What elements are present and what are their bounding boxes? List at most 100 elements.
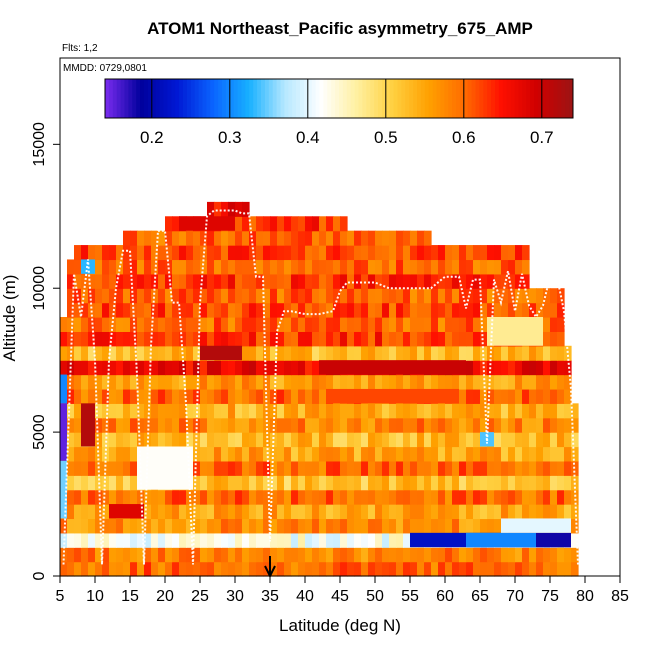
heat-cell [305,374,313,390]
heat-cell [270,475,278,491]
heat-cell [179,288,187,304]
heat-cell [298,245,306,261]
heat-cell [67,432,75,448]
heat-cell [536,302,544,318]
x-tick-label: 40 [296,588,314,605]
heat-cell [221,432,229,448]
heat-cell [81,460,89,476]
heat-cell [550,374,558,390]
heat-cell [382,288,390,304]
heat-cell [536,504,544,520]
heat-cell [207,259,215,275]
heat-cell [347,230,355,246]
heat-cell [95,446,103,462]
heat-cell [494,417,502,433]
heat-cell [515,489,523,505]
colorbar-swatch [264,79,270,118]
heat-cell [74,417,82,433]
heat-cell [564,460,572,476]
heat-cell [361,547,369,563]
heat-cell [144,504,152,520]
heat-cell [319,518,327,534]
heat-cell [298,302,306,318]
heat-cell [543,489,551,505]
heat-cell [95,374,103,390]
heat-cell [452,518,460,534]
heat-cell [193,230,201,246]
heat-cell [165,360,173,376]
heat-cell [508,417,516,433]
heat-cell [144,489,152,505]
heat-cell [361,432,369,448]
heat-cell [459,388,467,404]
heat-cell [214,547,222,563]
heat-cell [543,288,551,304]
colorbar-swatch [537,79,543,118]
heat-cell [494,561,502,577]
heat-cell [389,460,397,476]
heat-cell [277,561,285,577]
heat-cell [480,417,488,433]
heat-cell [501,245,509,261]
heat-cell [228,360,236,376]
heat-cell [459,317,467,332]
heat-cell [389,273,397,289]
heat-cell [277,288,285,304]
heat-cell [375,302,383,318]
heat-cell [263,273,271,289]
heat-cell [333,331,341,347]
heat-cell [102,532,110,548]
heat-cell [319,288,327,304]
x-tick-label: 45 [331,588,349,605]
colorbar-swatch [105,79,110,118]
colorbar-swatch [249,79,254,118]
heat-cell [333,259,341,275]
heat-cell [88,288,96,304]
heat-cell [305,518,313,534]
heat-cell [515,374,523,390]
heat-cell [452,489,460,505]
heat-cell [270,489,278,505]
heat-cell [424,547,432,563]
heat-cell [74,532,82,548]
heat-cell [326,288,334,304]
heat-cell [396,230,404,246]
heat-cell [256,518,264,534]
heat-cell [256,547,264,563]
heat-cell [410,273,418,289]
heat-cell [424,518,432,534]
heat-patch [200,345,242,361]
heat-cell [88,446,96,462]
heat-cell [354,230,362,246]
heat-cell [74,504,82,520]
heat-cell [298,561,306,577]
heat-cell [95,245,103,261]
heat-cell [172,417,180,433]
heat-cell [571,504,579,520]
heat-cell [305,403,313,419]
heat-cell [333,518,341,534]
heat-cell [480,388,488,404]
heat-cell [263,374,271,390]
heat-cell [452,403,460,419]
heat-cell [256,331,264,347]
heat-cell [501,302,509,318]
heat-cell [354,489,362,505]
heat-cell [536,489,544,505]
colorbar-swatch [342,79,348,118]
colorbar-tick-label: 0.4 [296,128,320,147]
heat-cell [459,446,467,462]
heat-cell [284,532,292,548]
heat-cell [368,331,376,347]
heat-cell [158,245,166,261]
heat-cell [116,417,124,433]
heat-cell [291,403,299,419]
heat-cell [487,403,495,419]
heat-cell [249,259,257,275]
heat-cell [207,417,215,433]
heat-cell [354,547,362,563]
heat-cell [242,460,250,476]
heat-cell [431,245,439,261]
heat-cell [508,302,516,318]
